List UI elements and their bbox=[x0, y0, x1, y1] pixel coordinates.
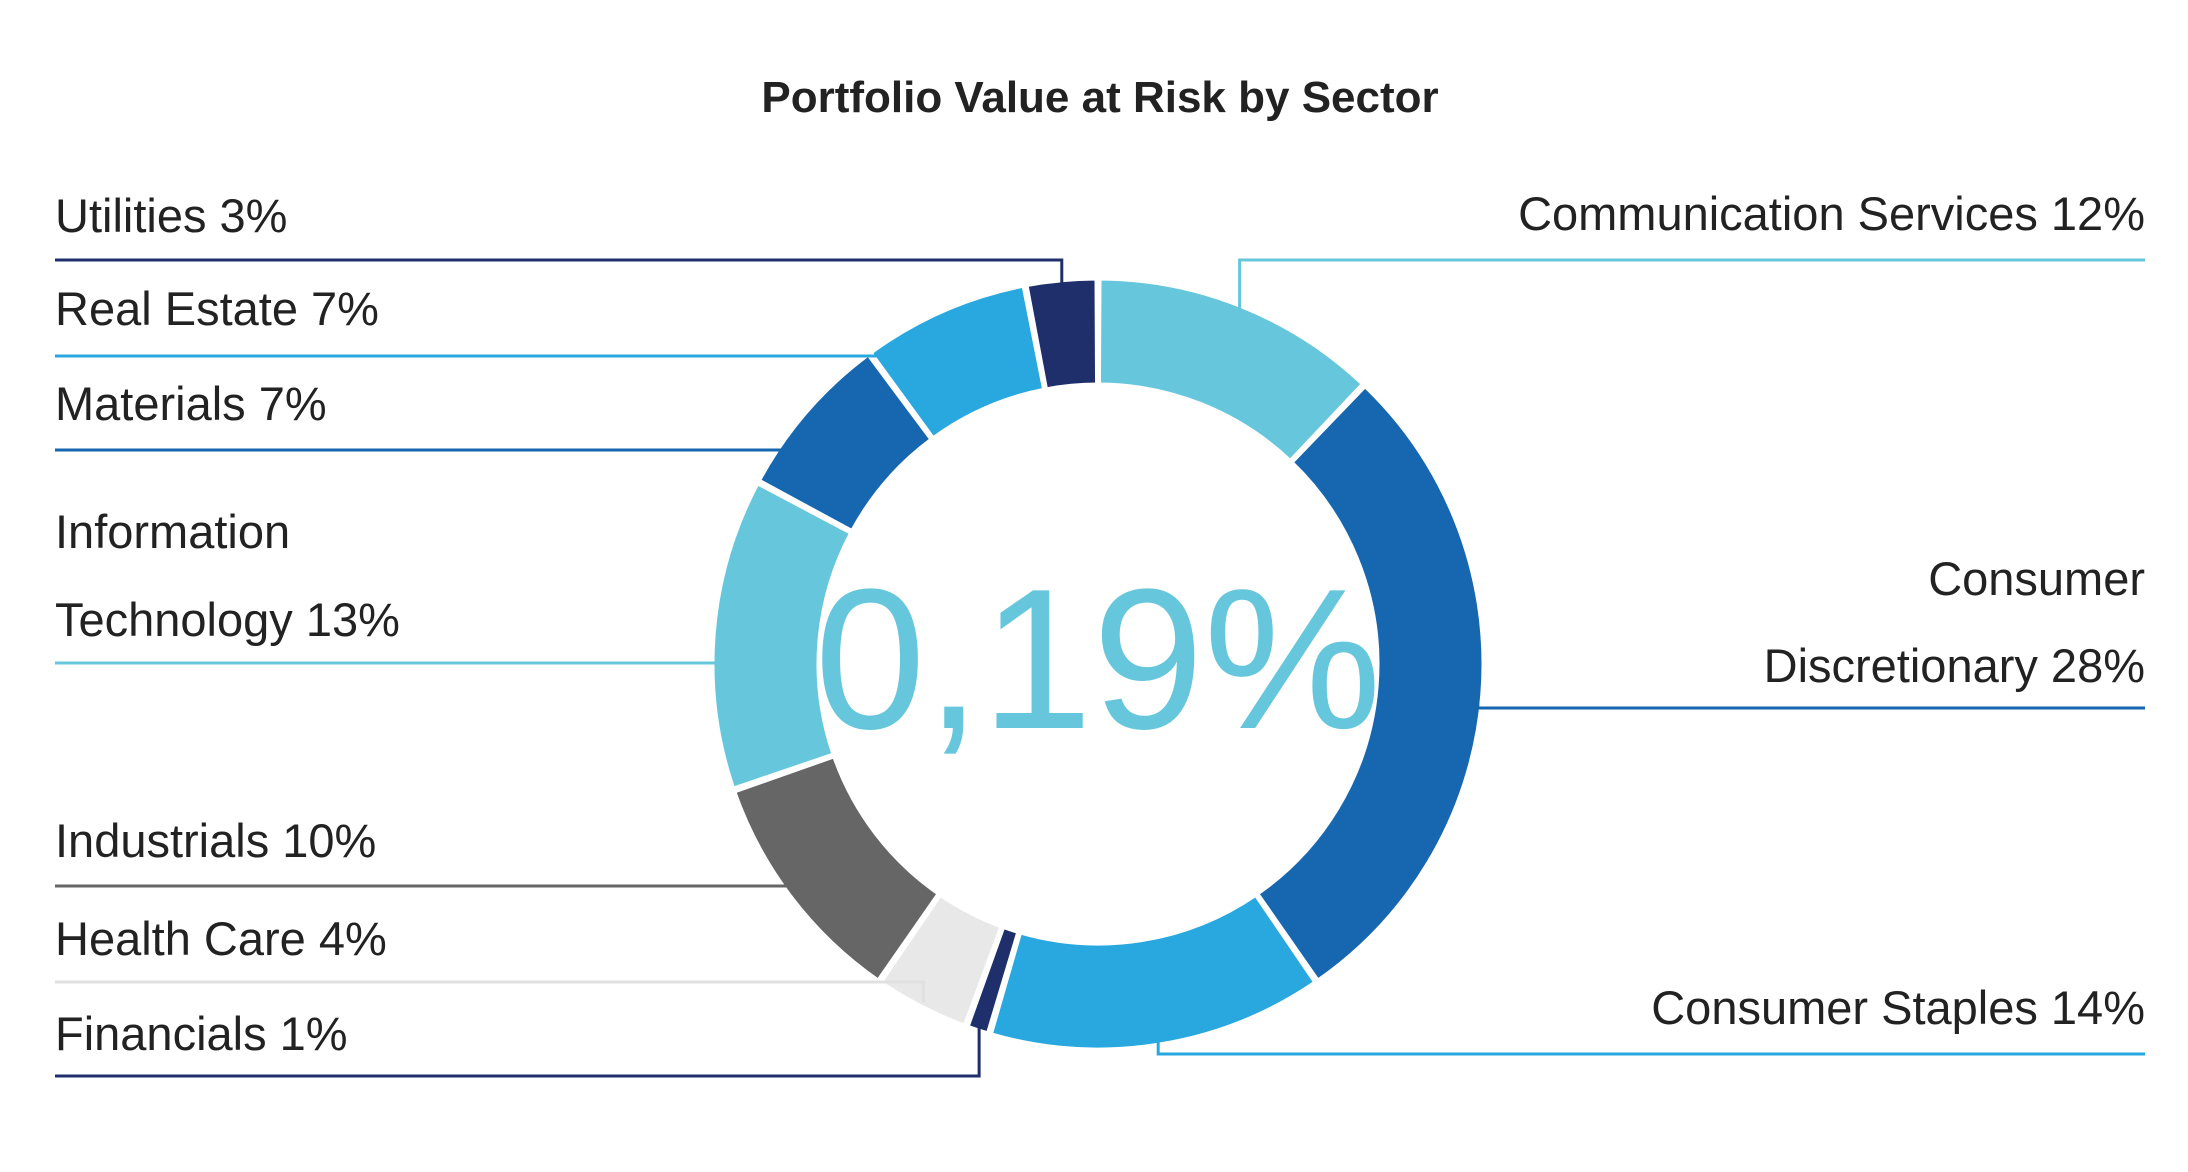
leader-consumer-staples bbox=[1156, 1040, 2145, 1056]
label-health-care: Health Care 4% bbox=[55, 912, 387, 965]
leader-information-technology bbox=[55, 633, 720, 665]
label-industrials: Industrials 10% bbox=[55, 814, 376, 867]
label-information-technology-line-2: Technology 13% bbox=[55, 593, 400, 646]
label-utilities: Utilities 3% bbox=[55, 189, 287, 242]
slice-industrials bbox=[732, 755, 941, 983]
slice-communication-services bbox=[1097, 277, 1365, 463]
slice-labels: Communication Services 12% Consumer Discre… bbox=[55, 187, 2145, 1060]
label-materials: Materials 7% bbox=[55, 377, 327, 430]
slice-consumer-discretionary bbox=[1255, 384, 1485, 983]
slice-utilities bbox=[1025, 277, 1099, 391]
slice-health-care bbox=[879, 893, 1003, 1028]
chart-title: Portfolio Value at Risk by Sector bbox=[761, 73, 1438, 122]
slice-real-estate bbox=[869, 284, 1046, 440]
slice-financials bbox=[966, 925, 1020, 1035]
label-real-estate: Real Estate 7% bbox=[55, 282, 379, 335]
center-value: 0,19% bbox=[814, 548, 1381, 771]
leader-real-estate bbox=[55, 314, 947, 358]
leader-materials bbox=[55, 414, 812, 452]
label-leaders bbox=[55, 258, 2145, 1078]
leader-communication-services bbox=[1238, 258, 2145, 311]
label-financials: Financials 1% bbox=[55, 1007, 348, 1060]
label-communication-services: Communication Services 12% bbox=[1518, 187, 2145, 240]
donut-slices bbox=[711, 277, 1485, 1051]
label-consumer-staples: Consumer Staples 14% bbox=[1651, 981, 2145, 1034]
slice-information-technology bbox=[711, 481, 853, 790]
leader-utilities bbox=[55, 258, 1064, 285]
slice-consumer-staples bbox=[989, 893, 1317, 1051]
leader-industrials bbox=[55, 884, 797, 895]
leader-health-care bbox=[55, 980, 925, 1003]
label-consumer-discretionary-line-1: Consumer bbox=[1928, 552, 2145, 605]
label-consumer-discretionary-line-2: Discretionary 28% bbox=[1764, 639, 2145, 692]
label-information-technology-line-1: Information bbox=[55, 505, 290, 558]
leader-financials bbox=[55, 1025, 981, 1078]
leader-consumer-discretionary bbox=[1476, 694, 2145, 710]
